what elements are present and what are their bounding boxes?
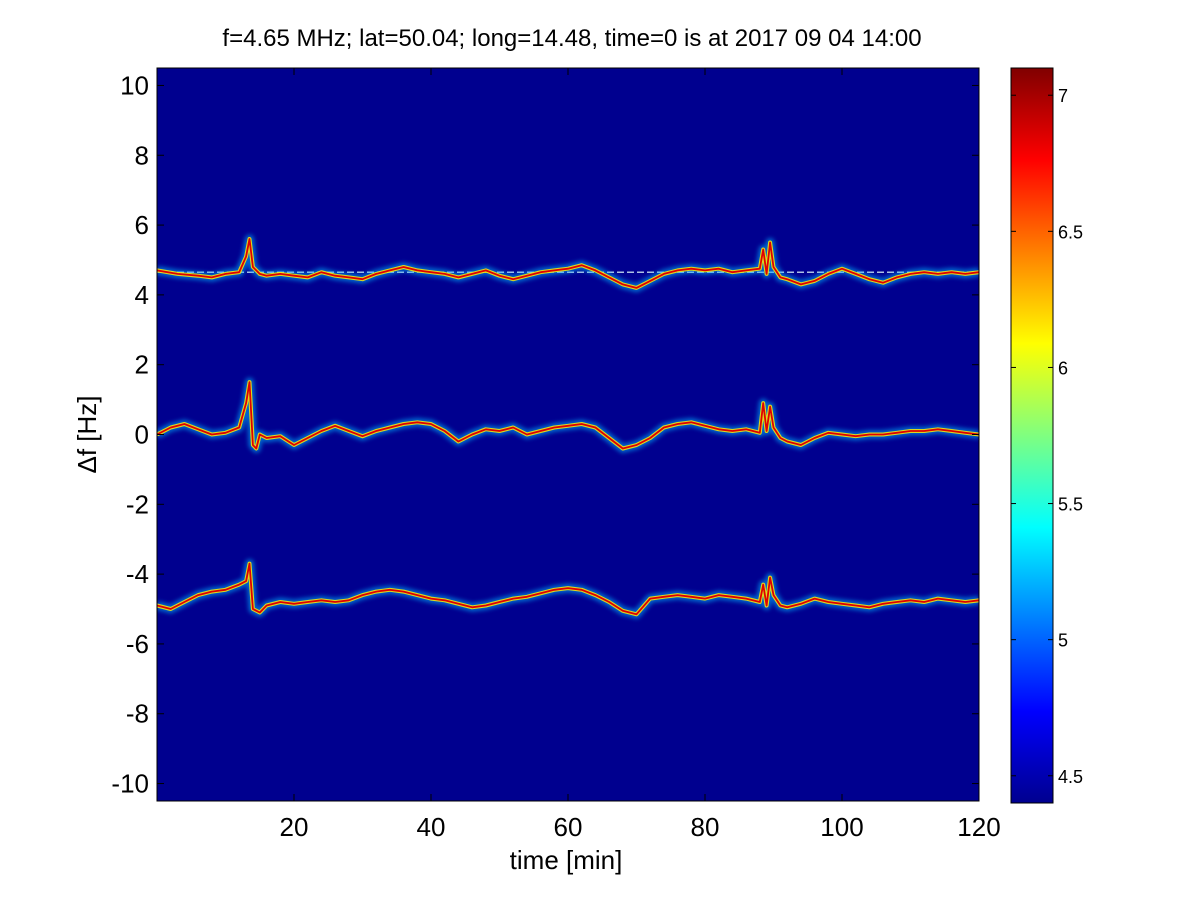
y-tick-label: 6	[135, 210, 149, 240]
x-tick-label: 20	[280, 812, 309, 842]
trace-line-1	[157, 381, 979, 450]
chart-title: f=4.65 MHz; lat=50.04; long=14.48, time=…	[222, 25, 921, 52]
y-tick-label: 2	[135, 350, 149, 380]
x-tick-label: 40	[417, 812, 446, 842]
colorbar-tick-label: 7	[1058, 86, 1068, 106]
x-tick-label: 60	[554, 812, 583, 842]
y-axis: -10 -8 -6 -4 -2 0 2 4 6 8 10	[111, 70, 979, 799]
y-tick-label: -2	[126, 489, 149, 519]
plot-content	[157, 234, 979, 619]
x-tick-label: 100	[820, 812, 863, 842]
y-axis-label: Δf [Hz]	[72, 395, 102, 473]
colorbar	[1010, 67, 1054, 804]
trace-line-0	[157, 238, 979, 289]
colorbar-tick-label: 5	[1058, 631, 1068, 651]
y-tick-label: 4	[135, 280, 149, 310]
trace-line-2	[157, 562, 979, 616]
colorbar-tick-label: 6	[1058, 358, 1068, 378]
y-tick-label: -8	[126, 699, 149, 729]
y-tick-label: 0	[135, 420, 149, 450]
x-axis: 20 40 60 80 100 120	[280, 68, 1001, 842]
x-tick-label: 120	[957, 812, 1000, 842]
colorbar-ticks: 4.5 5 5.5 6 6.5 7	[1011, 86, 1083, 787]
colorbar-tick-label: 5.5	[1058, 495, 1083, 515]
colorbar-tick-label: 4.5	[1058, 767, 1083, 787]
colorbar-tick-label: 6.5	[1058, 222, 1083, 242]
y-tick-label: 10	[120, 70, 149, 100]
y-tick-label: 8	[135, 140, 149, 170]
x-tick-label: 80	[691, 812, 720, 842]
y-tick-label: -10	[111, 769, 149, 799]
y-tick-label: -4	[126, 559, 149, 589]
y-tick-label: -6	[126, 629, 149, 659]
x-axis-label: time [min]	[510, 845, 623, 875]
